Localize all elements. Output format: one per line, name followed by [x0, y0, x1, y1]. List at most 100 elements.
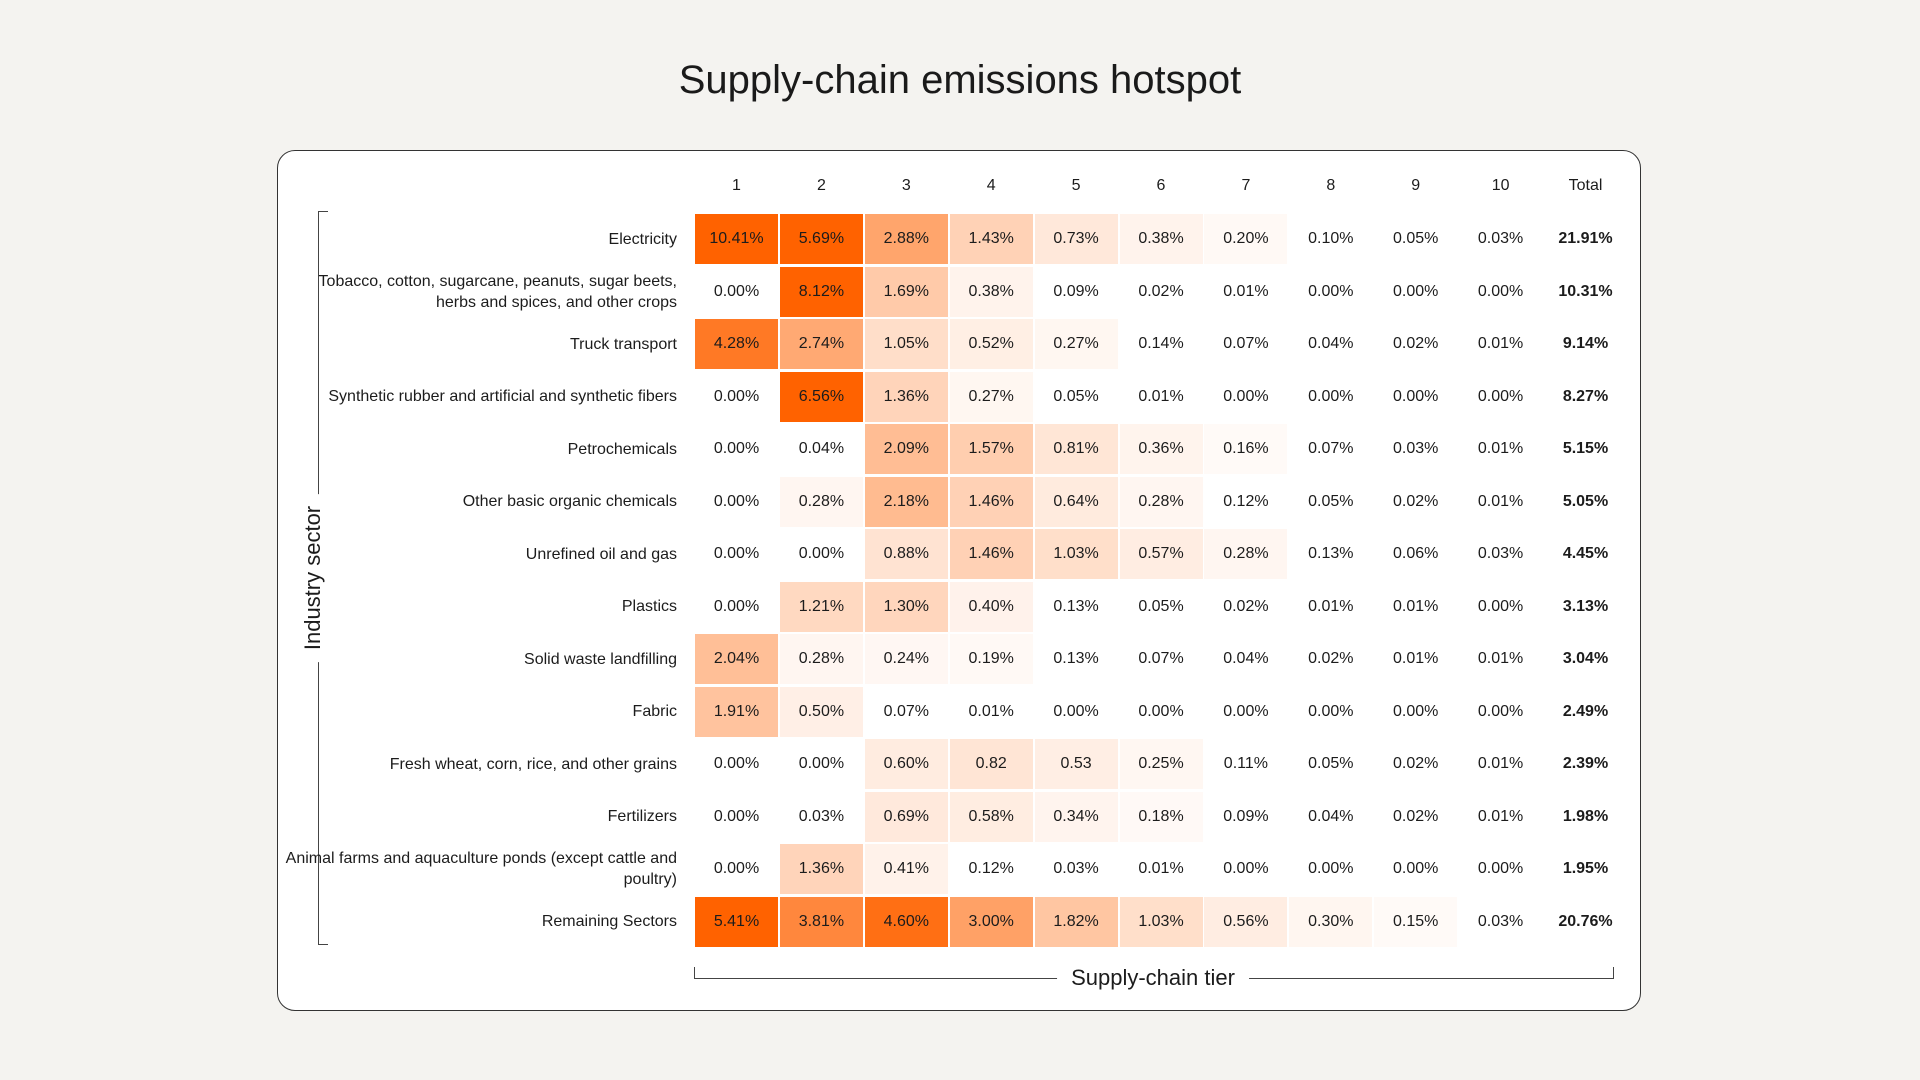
heatmap-cell: 0.19% — [949, 634, 1033, 684]
heatmap-cell: 0.07% — [1138, 650, 1184, 667]
row-label: Fabric — [277, 686, 677, 738]
heatmap-cell: 0.27% — [949, 371, 1033, 422]
heatmap-cell: 0.27% — [1034, 319, 1118, 369]
column-header: 6 — [1156, 177, 1166, 194]
row-label: Remaining Sectors — [277, 896, 677, 948]
heatmap-cell: 0.03% — [1477, 912, 1524, 930]
row-label: Petrochemicals — [277, 423, 677, 475]
heatmap-cell: 2.04% — [695, 634, 778, 684]
heatmap-cell: 0.01% — [1477, 807, 1524, 825]
heatmap-cell: 0.82 — [949, 739, 1033, 789]
heatmap-cell: 0.05% — [1393, 230, 1439, 247]
heatmap-cell: 0.18% — [1119, 791, 1203, 842]
column-header: 2 — [816, 177, 826, 194]
heatmap-cell: 0.02% — [1223, 597, 1269, 615]
heatmap-cell: 0.52% — [949, 319, 1033, 369]
heatmap-cell: 0.12% — [1223, 492, 1269, 510]
heatmap-cell: 0.02% — [1393, 755, 1439, 772]
heatmap-cell: 0.04% — [1223, 650, 1269, 667]
row-total: 4.45% — [1562, 545, 1609, 562]
row-label-text: Other basic organic chemicals — [462, 493, 677, 510]
heatmap-cell: 0.38% — [949, 266, 1033, 317]
heatmap-cell: 0.13% — [1053, 650, 1099, 667]
heatmap-cell: 0.01% — [1477, 492, 1524, 510]
heatmap-cell: 1.30% — [864, 581, 948, 632]
row-label-text: Tobacco, cotton, sugarcane, peanuts, sug… — [318, 272, 677, 311]
heatmap-cell: 0.28% — [779, 634, 863, 684]
heatmap-cell: 0.69% — [864, 791, 948, 842]
heatmap-cell: 0.00% — [1053, 702, 1099, 720]
heatmap-cell: 0.14% — [1138, 335, 1184, 352]
heatmap-cell: 0.01% — [1477, 440, 1524, 457]
heatmap-cell: 0.30% — [1289, 896, 1373, 947]
heatmap-cell: 0.00% — [713, 440, 760, 457]
heatmap-cell: 0.01% — [1393, 650, 1439, 667]
heatmap-cell: 0.02% — [1138, 282, 1184, 300]
heatmap-cell: 0.24% — [864, 634, 948, 684]
heatmap-cell: 0.00% — [713, 387, 760, 405]
heatmap-cell: 0.02% — [1393, 335, 1439, 352]
heatmap-cell: 0.03% — [1477, 545, 1524, 562]
heatmap-cell: 0.00% — [713, 597, 760, 615]
row-label: Other basic organic chemicals — [277, 476, 677, 528]
heatmap-cell: 1.03% — [1034, 529, 1118, 579]
heatmap-cell: 1.57% — [949, 424, 1033, 474]
heatmap-cell: 0.00% — [713, 755, 760, 772]
heatmap-cell: 0.00% — [1477, 702, 1524, 720]
heatmap-cell: 0.00% — [1393, 860, 1439, 877]
heatmap-cell: 4.60% — [864, 896, 948, 947]
heatmap-cell: 0.73% — [1034, 214, 1118, 264]
heatmap-cell: 0.00% — [1308, 282, 1354, 300]
row-total: 8.27% — [1562, 387, 1609, 405]
heatmap-cell: 0.00% — [1308, 860, 1354, 877]
heatmap-cell: 0.00% — [1308, 702, 1354, 720]
row-label-text: Solid waste landfilling — [524, 650, 677, 668]
heatmap-cell: 0.03% — [798, 807, 845, 825]
heatmap-cell: 0.11% — [1223, 755, 1268, 772]
heatmap-cell: 0.05% — [1308, 492, 1354, 510]
heatmap-cell: 0.88% — [864, 529, 948, 579]
heatmap-cell: 0.09% — [1223, 807, 1269, 825]
heatmap-cell: 0.07% — [1223, 335, 1269, 352]
heatmap-cell: 0.00% — [1393, 282, 1439, 300]
heatmap-cell: 0.01% — [1477, 650, 1524, 667]
row-total: 9.14% — [1562, 335, 1609, 352]
heatmap-cell: 0.13% — [1053, 597, 1099, 615]
row-label-text: Fresh wheat, corn, rice, and other grain… — [389, 755, 677, 773]
heatmap-cell: 0.00% — [713, 492, 760, 510]
heatmap-cell: 2.74% — [779, 319, 863, 369]
heatmap-cell: 2.88% — [864, 214, 948, 264]
row-total: 2.39% — [1562, 755, 1609, 772]
heatmap-cell: 0.50% — [779, 686, 863, 737]
heatmap-cell: 5.41% — [695, 896, 778, 947]
row-label-text: Truck transport — [570, 335, 677, 353]
heatmap-cell: 0.05% — [1138, 597, 1184, 615]
row-label: Unrefined oil and gas — [277, 528, 677, 580]
heatmap-cell: 0.41% — [864, 844, 948, 894]
heatmap-cell: 0.13% — [1308, 545, 1354, 562]
heatmap-cell: 0.00% — [1393, 702, 1439, 720]
heatmap-cell: 0.01% — [1223, 282, 1269, 300]
row-total: 3.04% — [1562, 650, 1609, 667]
row-total: 5.05% — [1562, 492, 1609, 510]
heatmap-cell: 0.04% — [1308, 807, 1354, 825]
row-label-text: Electricity — [608, 230, 677, 248]
heatmap-cell: 0.00% — [1223, 702, 1269, 720]
heatmap-cell: 2.09% — [864, 424, 948, 474]
heatmap-cell: 0.81% — [1034, 424, 1118, 474]
heatmap-cell: 0.28% — [1119, 476, 1203, 527]
heatmap-cell: 0.01% — [968, 702, 1014, 720]
heatmap-cell: 0.02% — [1393, 807, 1439, 825]
heatmap-cell: 1.05% — [864, 319, 948, 369]
row-label: Synthetic rubber and artificial and synt… — [277, 371, 677, 423]
heatmap-cell: 1.82% — [1034, 896, 1118, 947]
column-header: 4 — [986, 177, 996, 194]
row-label: Truck transport — [277, 318, 677, 370]
heatmap-cell: 3.81% — [779, 896, 863, 947]
row-total: 2.49% — [1562, 702, 1609, 720]
row-label-text: Synthetic rubber and artificial and synt… — [328, 388, 677, 405]
heatmap-cell: 5.69% — [779, 214, 863, 264]
heatmap-cell: 0.04% — [798, 440, 845, 457]
heatmap-cell: 0.00% — [1477, 597, 1524, 615]
heatmap-cell: 0.16% — [1204, 424, 1288, 474]
